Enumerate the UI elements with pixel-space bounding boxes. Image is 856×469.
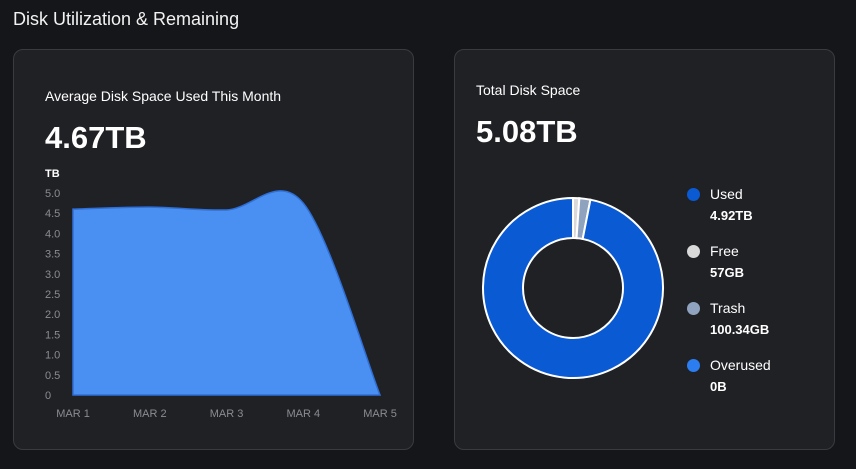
- legend-name-used: Used: [710, 186, 743, 202]
- legend-dot-overused: [687, 359, 700, 372]
- y-tick-label: 3.0: [45, 269, 60, 281]
- legend-value-overused: 0B: [710, 379, 727, 394]
- y-tick-label: 1.0: [45, 350, 60, 362]
- x-tick-label: MAR 3: [210, 408, 244, 420]
- legend-name-free: Free: [710, 243, 739, 259]
- total-disk-space-card: Total Disk Space 5.08TB Used 4.92TB Free…: [454, 49, 835, 450]
- legend-dot-trash: [687, 302, 700, 315]
- x-tick-label: MAR 2: [133, 408, 167, 420]
- y-tick-label: 3.5: [45, 249, 60, 261]
- average-disk-used-card: Average Disk Space Used This Month 4.67T…: [13, 49, 414, 450]
- y-tick-label: 5.0: [45, 188, 60, 200]
- total-disk-space-label: Total Disk Space: [476, 82, 581, 98]
- x-tick-label: MAR 4: [286, 408, 320, 420]
- donut-slice-used: [482, 196, 664, 379]
- y-tick-label: 2.5: [45, 289, 60, 301]
- y-tick-label: 4.5: [45, 208, 60, 220]
- average-disk-used-value: 4.67TB: [45, 120, 147, 155]
- legend-value-free: 57GB: [710, 265, 744, 280]
- disk-usage-area-chart: TB 5.0 4.5 4.0 3.5 3.0 2.5 2.0 1.5 1.0 0.5 0 MAR 1…: [45, 168, 397, 420]
- y-tick-label: 4.0: [45, 228, 60, 240]
- x-tick-label: MAR 1: [56, 408, 90, 420]
- legend-name-trash: Trash: [710, 300, 746, 316]
- y-tick-label: 0: [45, 390, 51, 402]
- y-tick-label: 0.5: [45, 370, 60, 382]
- y-axis-unit: TB: [45, 168, 60, 180]
- disk-space-donut-chart: [482, 196, 664, 379]
- y-tick-label: 2.0: [45, 309, 60, 321]
- section-title: Disk Utilization & Remaining: [13, 9, 240, 29]
- area-series: [72, 190, 382, 396]
- y-tick-label: 1.5: [45, 329, 60, 341]
- legend-name-overused: Overused: [710, 357, 771, 373]
- x-tick-label: MAR 5: [363, 408, 397, 420]
- legend-dot-free: [687, 245, 700, 258]
- average-disk-used-label: Average Disk Space Used This Month: [45, 88, 282, 104]
- legend-value-used: 4.92TB: [710, 208, 753, 223]
- legend-value-trash: 100.34GB: [710, 322, 770, 337]
- total-disk-space-value: 5.08TB: [476, 114, 578, 149]
- legend-dot-used: [687, 188, 700, 201]
